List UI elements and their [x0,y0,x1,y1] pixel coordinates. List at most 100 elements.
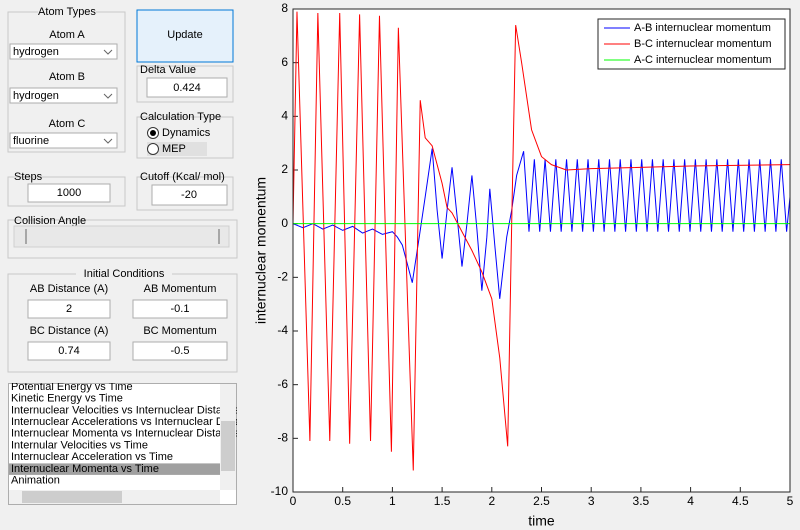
steps-label: Steps [14,171,43,183]
x-tick-label: 0 [290,494,297,508]
x-tick-label: 4 [687,494,694,508]
list-item: Potential Energy vs Time [11,381,133,393]
bc-momentum-label: BC Momentum [143,325,216,337]
bc-distance-label: BC Distance (A) [30,325,109,337]
atom-c-label: Atom C [49,118,86,130]
ab-distance-value: 2 [66,303,72,315]
list-item: Internuclear Momenta vs Internuclear Dis… [11,428,239,440]
atom-types-title: Atom Types [38,6,96,18]
y-tick-label: 6 [281,55,288,69]
control-panel: Atom Types Atom A hydrogen Atom B hydrog… [7,6,259,505]
collision-label: Collision Angle [14,215,86,227]
y-tick-label: -4 [277,323,288,337]
delta-frame [136,65,234,103]
y-tick-label: 8 [281,1,288,15]
steps-frame [7,176,126,207]
x-tick-label: 1.5 [434,494,451,508]
plot-area [293,9,790,492]
cutoff-label: Cutoff (Kcal/ mol) [140,171,225,183]
legend-label: A-C internuclear momentum [634,54,772,66]
atom-b-label: Atom B [49,71,85,83]
y-tick-label: 0 [281,216,288,230]
radio-dot [150,130,156,136]
atom-a-label: Atom A [49,29,85,41]
cutoff-frame [136,176,234,211]
chart: 0 0.5 1 1.5 2 2.5 3 3.5 4 4.5 5 -10 -8 -6 -4 -2 0 2 4 6 8 tim… [253,1,794,529]
x-tick-label: 5 [787,494,794,508]
x-tick-label: 0.5 [334,494,351,508]
calc-type-title: Calculation Type [140,111,221,123]
initial-title: Initial Conditions [84,268,165,280]
ab-distance-input[interactable] [27,299,111,319]
frame-title-bg [38,6,96,18]
cutoff-value: -20 [181,189,197,201]
atom-a-dropdown[interactable] [9,43,118,60]
x-tick-label: 3 [588,494,595,508]
series-line [292,148,791,299]
collision-slider[interactable] [13,225,230,248]
y-tick-label: -8 [277,431,288,445]
axes-box [292,8,791,493]
radio-mep-label: MEP [162,143,186,155]
calc-type-frame [136,116,234,159]
ab-momentum-label: AB Momentum [144,283,217,295]
ab-distance-label: AB Distance (A) [30,283,108,295]
collision-frame [7,219,238,259]
bc-momentum-input[interactable] [132,341,228,361]
list-item: Internular Velocities vs Time [11,439,148,451]
x-tick-label: 4.5 [732,494,749,508]
ab-momentum-input[interactable] [132,299,228,319]
y-tick-label: -2 [277,270,288,284]
delta-input[interactable] [146,77,228,98]
list-item: Internuclear Velocities vs Internuclear … [11,404,240,416]
y-tick-label: -10 [271,484,289,498]
steps-value: 1000 [57,187,81,199]
x-tick-label: 1 [389,494,396,508]
listbox-bg [8,383,237,505]
dropdown-arrow [103,49,113,55]
list-item: Internuclear Accelerations vs Internucle… [11,416,259,428]
bc-distance-value: 0.74 [58,345,79,357]
dropdown-arrow [103,93,113,99]
steps-input[interactable] [27,183,111,203]
x-tick-label: 2 [488,494,495,508]
ab-momentum-value: -0.1 [171,303,190,315]
x-tick-label: 3.5 [633,494,650,508]
list-item: Kinetic Energy vs Time [11,393,123,405]
atom-b-value: hydrogen [13,90,59,102]
mep-field [147,142,207,156]
list-selection [9,463,220,475]
x-tick-label: 2.5 [533,494,550,508]
delta-value: 0.424 [173,82,201,94]
update-label: Update [167,29,202,41]
list-item: Internuclear Momenta vs Time [11,463,159,475]
radio-dynamics-label: Dynamics [162,127,211,139]
frame-title-bg [76,268,172,280]
atom-c-value: fluorine [13,135,49,147]
legend-label: A-B internuclear momentum [634,22,771,34]
x-axis-label: time [528,513,555,529]
y-tick-label: 2 [281,162,288,176]
legend-label: B-C internuclear momentum [634,38,772,50]
cutoff-input[interactable] [151,184,228,206]
v-scroll-thumb [221,421,235,471]
y-tick-label: 4 [281,109,288,123]
bc-distance-input[interactable] [27,341,111,361]
update-button[interactable] [136,9,234,63]
atom-b-dropdown[interactable] [9,87,118,104]
y-tick-label: -6 [277,377,288,391]
bc-momentum-value: -0.5 [171,345,190,357]
y-axis-label: internuclear momentum [253,177,269,324]
dropdown-arrow [103,138,113,144]
series-line [292,11,791,471]
radio-mep[interactable] [147,143,159,155]
h-scroll-thumb [22,491,122,503]
atom-a-value: hydrogen [13,46,59,58]
delta-label: Delta Value [140,64,196,76]
list-item: Animation [11,475,60,487]
atom-c-dropdown[interactable] [9,132,118,149]
list-item: Internuclear Acceleration vs Time [11,451,173,463]
